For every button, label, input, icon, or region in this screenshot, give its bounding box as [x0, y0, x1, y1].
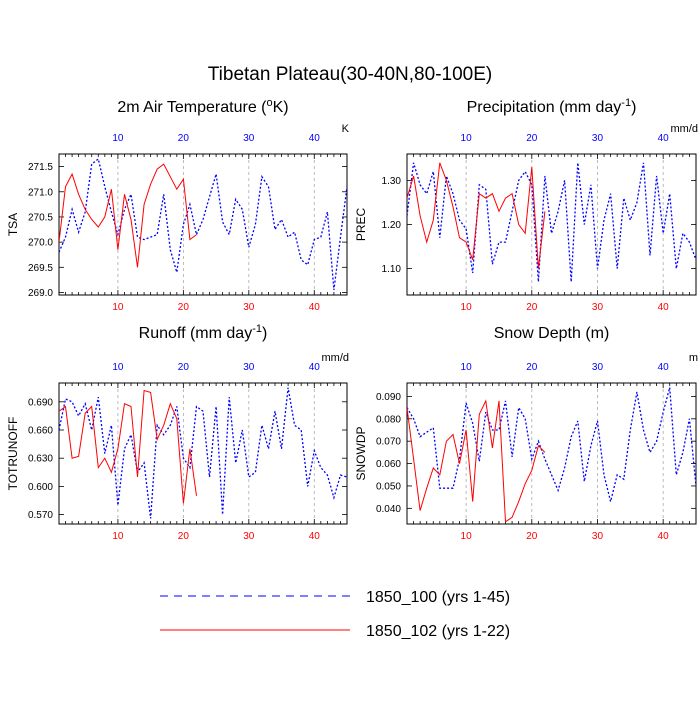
y-tick-label: 270.5 — [28, 212, 53, 223]
y-tick-label: 0.090 — [376, 392, 401, 403]
x-tick-label-top: 20 — [526, 362, 538, 373]
x-tick-label-bottom: 10 — [112, 302, 124, 313]
y-tick-label: 1.30 — [382, 176, 402, 187]
x-tick-label-top: 40 — [309, 362, 321, 373]
series-line-1850-102 — [407, 162, 546, 269]
y-tick-label: 0.600 — [28, 482, 53, 493]
x-tick-label-bottom: 30 — [243, 302, 255, 313]
x-tick-label-top: 10 — [112, 362, 124, 373]
panel-tsa: 2m Air Temperature (oK) K TSA 10 10 20 20 30 30 4… — [6, 97, 350, 313]
units-label: K — [342, 123, 350, 135]
series-line-1850-102 — [59, 389, 197, 504]
x-tick-label-top: 40 — [658, 133, 670, 144]
x-tick-label-top: 40 — [309, 133, 321, 144]
units-label: mm/d — [671, 123, 699, 135]
y-tick-label: 0.660 — [28, 426, 53, 437]
plot-frame — [406, 382, 697, 525]
x-tick-label-top: 10 — [461, 362, 473, 373]
y-tick-label: 0.040 — [376, 504, 401, 515]
x-tick-label-top: 20 — [526, 133, 538, 144]
y-tick-label: 271.5 — [28, 162, 53, 173]
panel-runoff: Runoff (mm day-1) mm/d TOTRUNOFF 10 10 20 20 30… — [6, 323, 349, 542]
x-tick-label-bottom: 10 — [461, 302, 473, 313]
series-line-1850-100 — [407, 162, 696, 282]
series-line-1850-100 — [407, 387, 696, 502]
y-tick-label: 270.0 — [28, 238, 53, 249]
figure-title: Tibetan Plateau(30-40N,80-100E) — [208, 64, 492, 85]
x-tick-label-bottom: 40 — [309, 302, 321, 313]
y-tick-label: 269.0 — [28, 288, 53, 299]
x-tick-label-top: 10 — [461, 133, 473, 144]
legend-label-1: 1850_100 (yrs 1-45) — [366, 589, 510, 606]
x-tick-label-bottom: 40 — [658, 531, 670, 542]
y-axis-label: TSA — [6, 213, 20, 236]
x-tick-label-bottom: 20 — [526, 302, 538, 313]
series-line-1850-102 — [59, 163, 197, 268]
y-axis-label: SNOWDP — [354, 427, 368, 481]
y-tick-label: 0.060 — [376, 459, 401, 470]
x-tick-label-bottom: 30 — [592, 302, 604, 313]
x-tick-label-top: 20 — [178, 133, 190, 144]
plot-frame — [58, 153, 348, 296]
plot-frame — [58, 382, 348, 525]
x-tick-label-bottom: 40 — [309, 531, 321, 542]
x-tick-label-bottom: 10 — [112, 531, 124, 542]
y-tick-label: 1.20 — [382, 220, 402, 231]
panel-title: 2m Air Temperature (oK) — [117, 97, 288, 116]
panel-snowdp: Snow Depth (m) m SNOWDP 10 10 20 20 30 30 40 40 0.0… — [354, 325, 698, 542]
units-label: mm/d — [322, 352, 350, 364]
x-tick-label-top: 10 — [112, 133, 124, 144]
x-tick-label-bottom: 20 — [526, 531, 538, 542]
y-tick-label: 1.10 — [382, 264, 402, 275]
x-tick-label-bottom: 20 — [178, 302, 190, 313]
panel-title: Runoff (mm day-1) — [139, 323, 268, 342]
y-tick-label: 0.070 — [376, 437, 401, 448]
y-tick-label: 0.570 — [28, 510, 53, 521]
y-tick-label: 0.080 — [376, 414, 401, 425]
x-tick-label-top: 20 — [178, 362, 190, 373]
x-tick-label-top: 30 — [243, 133, 255, 144]
x-tick-label-bottom: 20 — [178, 531, 190, 542]
panel-title: Precipitation (mm day-1) — [467, 97, 637, 116]
x-tick-label-top: 30 — [592, 133, 604, 144]
x-tick-label-bottom: 30 — [243, 531, 255, 542]
units-label: m — [689, 352, 698, 364]
series-line-1850-102 — [407, 399, 546, 523]
x-tick-label-bottom: 10 — [461, 531, 473, 542]
x-tick-label-bottom: 30 — [592, 531, 604, 542]
y-axis-label: PREC — [354, 207, 368, 241]
x-tick-label-top: 30 — [592, 362, 604, 373]
x-tick-label-top: 30 — [243, 362, 255, 373]
y-tick-label: 269.5 — [28, 263, 53, 274]
panel-title: Snow Depth (m) — [494, 325, 610, 342]
y-tick-label: 0.690 — [28, 397, 53, 408]
y-tick-label: 271.0 — [28, 187, 53, 198]
y-tick-label: 0.630 — [28, 454, 53, 465]
series-line-1850-100 — [59, 157, 347, 291]
legend: 1850_100 (yrs 1-45) 1850_102 (yrs 1-22) — [160, 589, 510, 640]
x-tick-label-top: 40 — [658, 362, 670, 373]
x-tick-label-bottom: 40 — [658, 302, 670, 313]
y-axis-label: TOTRUNOFF — [6, 417, 20, 491]
y-tick-label: 0.050 — [376, 481, 401, 492]
panel-prec: Precipitation (mm day-1) mm/d PREC 10 10 20 20… — [354, 97, 698, 313]
legend-label-2: 1850_102 (yrs 1-22) — [366, 623, 510, 640]
series-line-1850-100 — [59, 387, 347, 519]
